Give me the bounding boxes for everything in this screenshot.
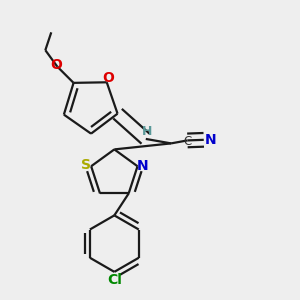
Text: H: H (142, 125, 152, 138)
Text: Cl: Cl (107, 273, 122, 287)
Text: N: N (205, 133, 216, 147)
Text: S: S (81, 158, 91, 172)
Text: O: O (50, 58, 62, 72)
Text: C: C (183, 134, 191, 148)
Text: N: N (137, 159, 149, 173)
Text: O: O (102, 71, 114, 85)
